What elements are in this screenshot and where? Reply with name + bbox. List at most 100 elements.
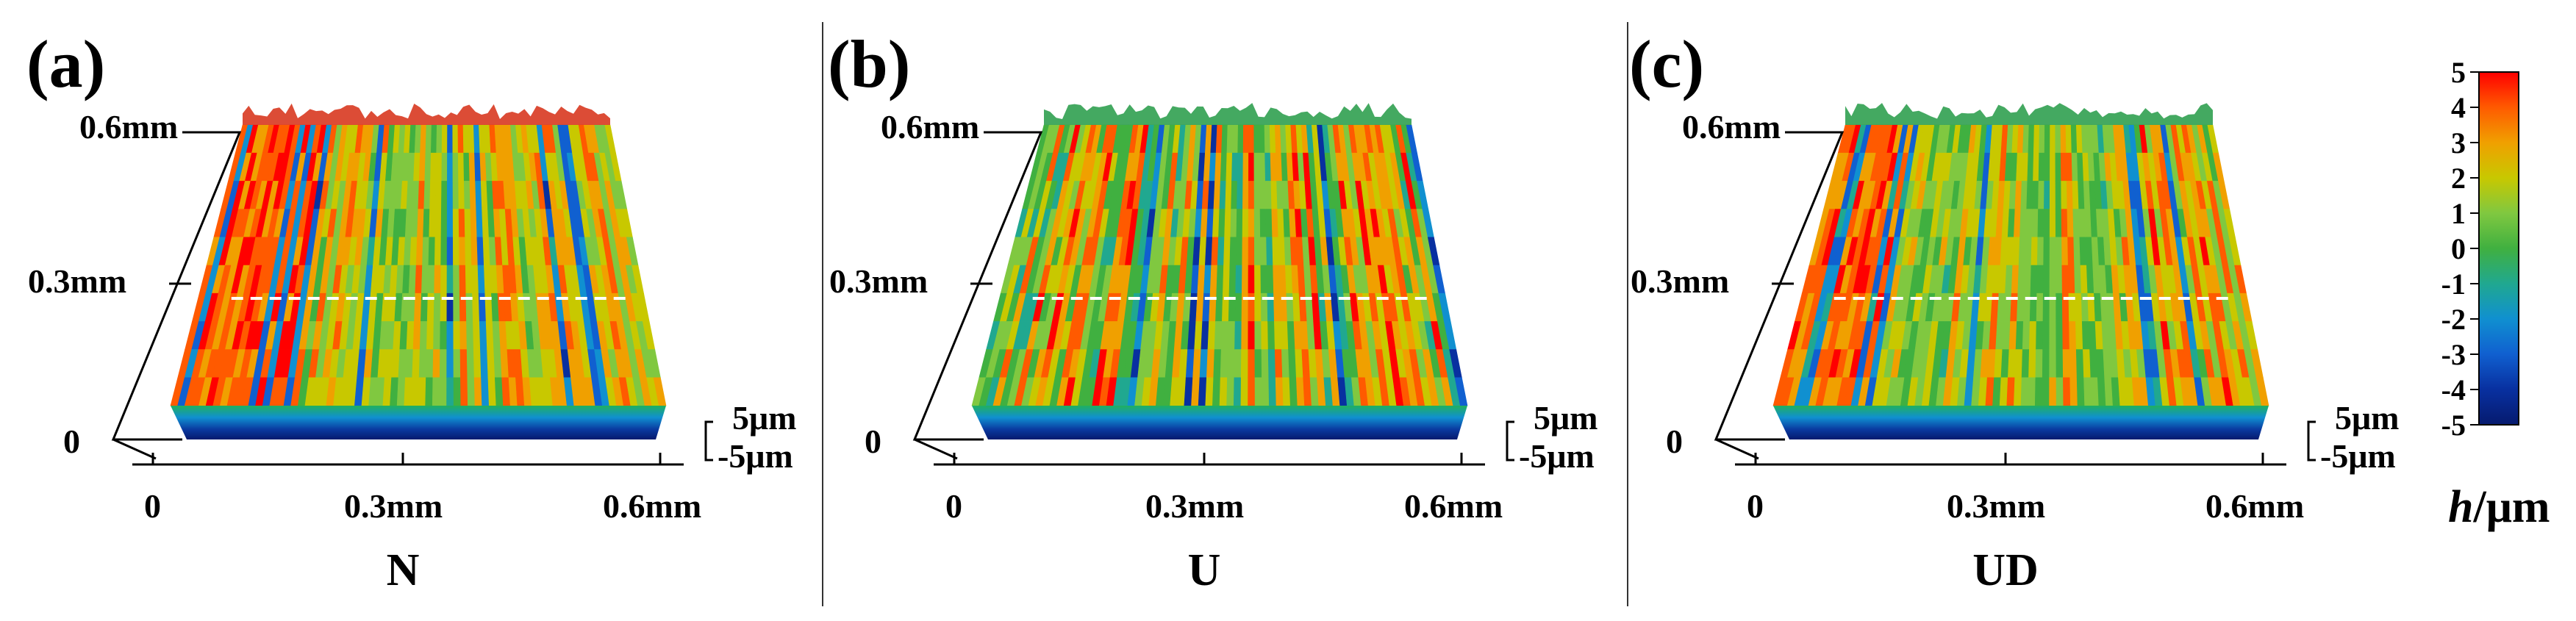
sample-name: U <box>1188 545 1221 595</box>
surface-cell <box>427 265 435 294</box>
surface-cell <box>1220 349 1228 378</box>
surface-cell <box>1275 377 1284 406</box>
surface-cell <box>434 265 441 294</box>
surface-cell <box>418 349 427 378</box>
surface-cell <box>2081 321 2090 350</box>
surface-cell <box>439 349 448 378</box>
y-axis-zero-tick <box>1715 438 1759 460</box>
surface-cell <box>2069 349 2078 378</box>
surface-cell <box>2035 349 2043 378</box>
surface-cell <box>419 321 428 350</box>
surface-cell <box>1220 321 1229 350</box>
surface-cell <box>2042 377 2050 406</box>
axis-frame <box>111 131 713 466</box>
surface-cell <box>1216 265 1224 294</box>
surface-cell <box>1264 152 1272 182</box>
surface-cell <box>2029 321 2037 350</box>
surface-cell <box>2036 265 2044 294</box>
surface-cell <box>2066 152 2073 182</box>
surface-cell <box>2072 209 2081 238</box>
surface-cell <box>1254 349 1262 378</box>
surface-cell <box>452 152 459 182</box>
surface-cell <box>2025 237 2033 266</box>
surface-cell <box>2049 209 2056 238</box>
panel-label: (b) <box>828 26 910 101</box>
surface-cell <box>418 377 426 406</box>
surface-cell <box>2061 209 2068 238</box>
surface-cell <box>1264 181 1273 209</box>
surface-cell <box>2028 349 2036 378</box>
surface-cell <box>418 181 426 209</box>
surface-side <box>1773 406 2269 439</box>
surface-cell <box>1272 237 1280 266</box>
surface-cell <box>1226 124 1234 154</box>
surface-cell <box>432 377 440 406</box>
surface-cell <box>426 321 434 350</box>
surface-cell <box>2044 124 2050 154</box>
surface-cell <box>1261 321 1269 350</box>
surface-ridge <box>243 103 610 125</box>
surface-cell <box>2062 349 2071 378</box>
z-axis-bottom-label: -5μm <box>2320 437 2396 475</box>
surface-cell <box>473 321 481 350</box>
surface-ridge <box>1044 103 1412 125</box>
surface-cell <box>2024 265 2032 294</box>
surface-cell <box>2044 152 2050 182</box>
surface-cell <box>1242 152 1249 182</box>
colorbar-label-symbol: h <box>2448 482 2473 532</box>
surface-cell <box>1219 181 1227 209</box>
surface-cell <box>471 237 479 266</box>
surface-cell <box>2055 237 2063 266</box>
surface-cell <box>465 237 472 266</box>
surface-cell <box>459 349 468 378</box>
surface-cell <box>2055 209 2062 238</box>
surface-cell <box>2055 181 2062 209</box>
surface-cell <box>2063 377 2071 406</box>
x-axis-max-label: 0.6mm <box>603 487 701 525</box>
surface-cell <box>2076 377 2085 406</box>
surface-cell <box>2049 181 2056 209</box>
surface-cell <box>2025 209 2033 238</box>
surface-cell <box>422 237 430 266</box>
surface-cell <box>408 265 417 294</box>
surface-cell <box>1248 124 1255 154</box>
surface-cell <box>2055 152 2061 182</box>
panel-label: (a) <box>26 26 105 101</box>
surface-cell <box>2033 152 2039 182</box>
surface-side <box>171 406 666 439</box>
surface-cell <box>2049 237 2056 266</box>
z-axis-top-label: 5μm <box>732 399 796 437</box>
surface-cell <box>452 124 459 154</box>
surface-cell <box>473 349 482 378</box>
surface-cell <box>1266 237 1273 266</box>
surface-cell <box>446 209 454 238</box>
surface-3d-plot <box>170 103 667 439</box>
surface-cell <box>447 152 454 182</box>
sample-name: N <box>387 545 420 595</box>
y-axis-line <box>912 131 1043 441</box>
surface-cell <box>1237 124 1244 154</box>
surface-cell <box>396 377 406 406</box>
surface-cell <box>2017 265 2025 294</box>
surface-cell <box>462 124 470 154</box>
surface-cell <box>414 292 422 322</box>
colorbar-scale <box>2478 71 2519 426</box>
panel-a: (a) 0.6mm 0.3mm 0 0 0.3mm 0.6mm 5μm -5μm… <box>26 26 796 595</box>
colorbar-tick-label: -1 <box>2441 268 2466 301</box>
y-axis-zero-label: 0 <box>1666 423 1683 460</box>
surface-cell <box>1248 152 1255 182</box>
surface-cell <box>435 181 443 209</box>
surface-cell <box>470 209 478 238</box>
surface-cell <box>2049 265 2056 294</box>
surface-cell <box>1253 152 1260 182</box>
surface-cell <box>1226 377 1235 406</box>
surface-cell <box>2056 377 2064 406</box>
surface-cell <box>2028 377 2036 406</box>
surface-cell <box>1198 377 1207 406</box>
surface-cell <box>453 321 461 350</box>
surface-cell <box>1214 321 1223 350</box>
surface-cell <box>2061 237 2069 266</box>
colorbar-label-unit: /μm <box>2472 482 2550 532</box>
colorbar-tick-label: 4 <box>2451 91 2466 124</box>
surface-cell <box>1207 321 1216 350</box>
